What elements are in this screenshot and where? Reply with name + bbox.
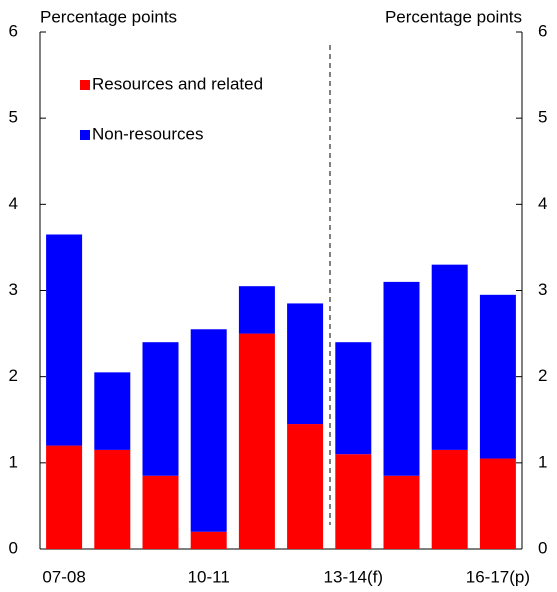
bar-segment [142,475,179,549]
y2-tick-label: 4 [538,194,547,213]
legend-swatch [80,130,90,140]
bar-segment [190,329,227,532]
bar-segment [287,303,324,425]
x-tick-label: 13-14(f) [324,567,384,586]
bar-segment [335,454,372,549]
y-tick-label: 2 [9,366,18,385]
y2-tick-label: 1 [538,452,547,471]
bar-segment [46,234,83,446]
y-tick-label: 4 [9,194,18,213]
bar-segment [383,281,420,476]
bar-segment [46,445,83,549]
legend-label: Resources and related [92,74,263,93]
y-tick-label: 0 [9,538,18,557]
bar-segment [190,531,227,549]
y2-tick-label: 3 [538,280,547,299]
bar-segment [238,333,275,549]
y-tick-label: 5 [9,108,18,127]
y2-tick-label: 2 [538,366,547,385]
y-axis-label-right: Percentage points [385,7,522,26]
bar-segment [431,264,468,450]
x-tick-label: 10-11 [188,567,230,586]
legend-swatch [80,80,90,90]
bar-segment [94,372,131,450]
bar-segment [142,342,179,476]
bar-segment [287,424,324,549]
bar-segment [479,294,516,459]
y2-tick-label: 6 [538,21,547,40]
bar-segment [238,286,275,334]
x-tick-label: 07-08 [42,567,85,586]
y-tick-label: 3 [9,280,18,299]
y-tick-label: 1 [9,452,18,471]
bar-segment [479,458,516,549]
bar-segment [383,475,420,549]
y-tick-label: 6 [9,21,18,40]
bar-segment [335,342,372,455]
x-tick-label: 16-17(p) [466,567,530,586]
y-axis-label-left: Percentage points [40,7,177,26]
bar-segment [431,449,468,549]
bar-segment [94,449,131,549]
y2-tick-label: 0 [538,538,547,557]
y2-tick-label: 5 [538,108,547,127]
legend-label: Non-resources [92,124,204,143]
